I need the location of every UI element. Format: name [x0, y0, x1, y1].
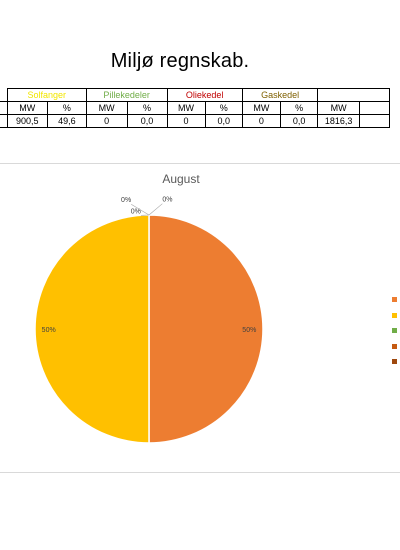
oliekedel-pct: 0,0	[204, 114, 243, 128]
pie-leader-line	[148, 203, 163, 216]
legend-swatch	[392, 312, 397, 318]
chart-title: August	[162, 172, 200, 186]
solfanger-mw: 900,5	[6, 114, 48, 128]
chart-area	[0, 163, 400, 473]
pie-data-label: 0%	[162, 197, 172, 204]
solfanger-pct: 49,6	[46, 114, 87, 128]
energy-table: Solfanger Pillekedeler Oliekedel Gaskede…	[0, 88, 391, 128]
gaskedel-pct: 0,0	[279, 114, 319, 128]
table-cell-empty	[358, 114, 391, 128]
oliekedel-mw: 0	[166, 114, 206, 128]
legend-swatch	[392, 328, 397, 333]
pie-leader-line	[131, 203, 150, 216]
legend-swatch	[392, 359, 397, 364]
page-title: Miljø regnskab.	[0, 50, 400, 73]
pie-slice	[34, 214, 150, 444]
legend-swatch	[392, 297, 397, 302]
page-title-text: Miljø regnskab.	[110, 50, 250, 72]
legend-swatch	[392, 343, 397, 349]
pie-data-label: 0%	[121, 197, 131, 204]
gaskedel-mw: 0	[241, 114, 281, 128]
table-value-row: 900,5 49,6 0 0,0 0 0,0 0 0,0 1816,3	[0, 114, 391, 128]
pie-slice	[148, 214, 264, 444]
pie-data-label: 50%	[42, 327, 56, 334]
pie-data-label: 0%	[131, 208, 141, 215]
pie-data-label: 50%	[242, 327, 256, 334]
